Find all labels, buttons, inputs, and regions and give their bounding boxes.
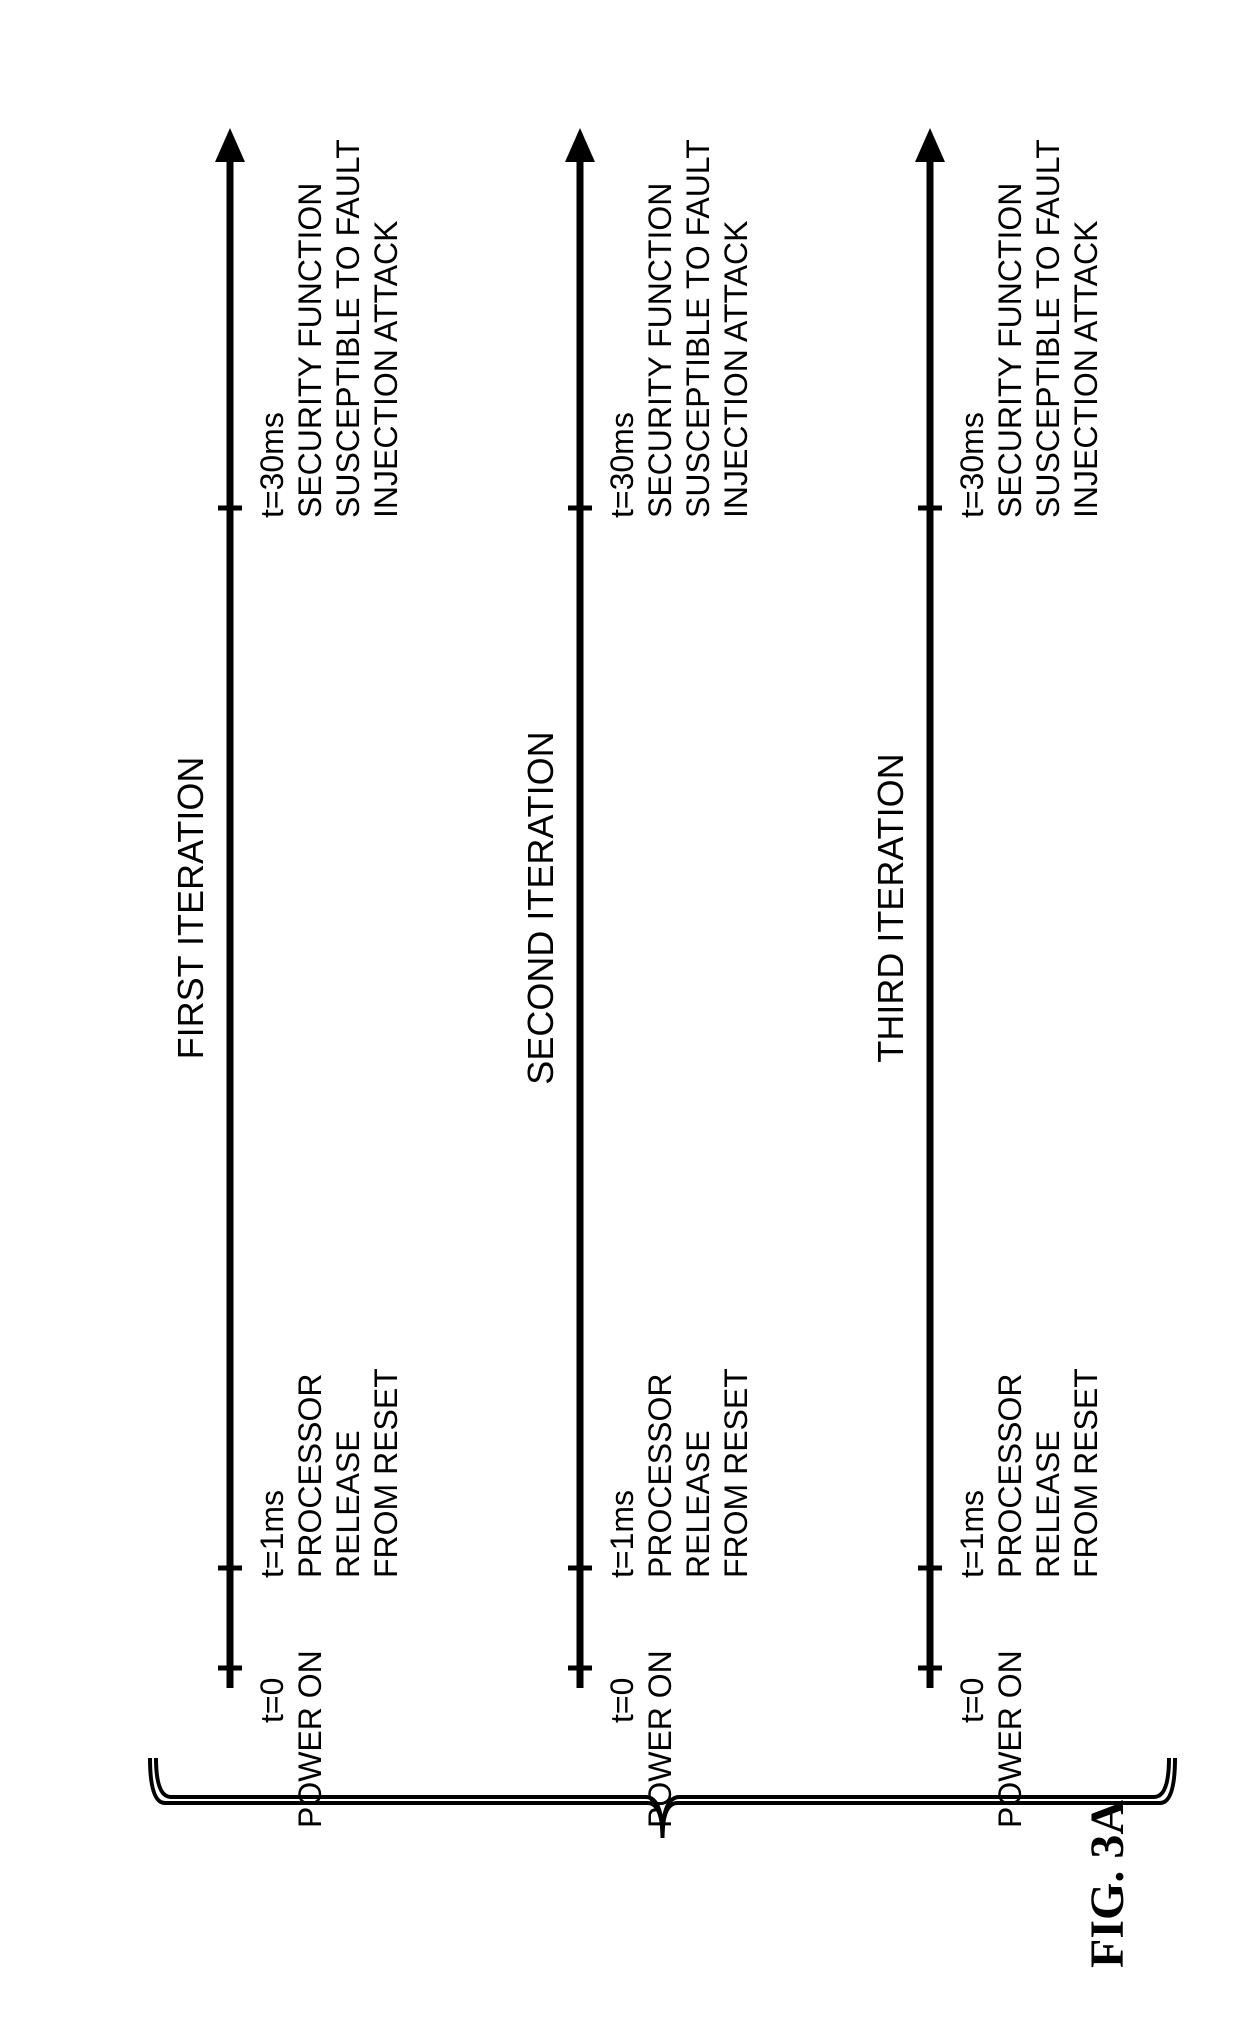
- event-label: SECURITY FUNCTION: [292, 183, 329, 518]
- event-label: FROM RESET: [368, 1368, 405, 1578]
- event-label: RELEASE: [1030, 1430, 1067, 1578]
- tick-label: t=0: [254, 1678, 291, 1723]
- timeline-0: FIRST ITERATIONt=0POWER ONt=1msPROCESSOR…: [230, 0, 530, 2028]
- iteration-title: FIRST ITERATION: [170, 708, 212, 1108]
- event-label: FROM RESET: [1068, 1368, 1105, 1578]
- tick-label: t=0: [604, 1678, 641, 1723]
- diagram-container: FIG. 3A FIRST ITERATIONt=0POWER ONt=1msP…: [0, 0, 1240, 2028]
- event-label: POWER ON: [642, 1650, 679, 1828]
- event-label: RELEASE: [680, 1430, 717, 1578]
- timeline-axis: [910, 0, 970, 2028]
- event-label: SUSCEPTIBLE TO FAULT: [680, 139, 717, 518]
- event-label: PROCESSOR: [642, 1374, 679, 1578]
- tick-label: t=1ms: [604, 1490, 641, 1578]
- tick-label: t=30ms: [254, 412, 291, 518]
- event-label: INJECTION ATTACK: [718, 221, 755, 519]
- tick-label: t=1ms: [954, 1490, 991, 1578]
- tick-label: t=0: [954, 1678, 991, 1723]
- timeline-axis: [560, 0, 620, 2028]
- event-label: POWER ON: [292, 1650, 329, 1828]
- iteration-title: THIRD ITERATION: [870, 708, 912, 1108]
- timeline-axis: [210, 0, 270, 2028]
- tick-label: t=30ms: [604, 412, 641, 518]
- event-label: PROCESSOR: [992, 1374, 1029, 1578]
- event-label: INJECTION ATTACK: [368, 221, 405, 519]
- event-label: RELEASE: [330, 1430, 367, 1578]
- event-label: PROCESSOR: [292, 1374, 329, 1578]
- timeline-1: SECOND ITERATIONt=0POWER ONt=1msPROCESSO…: [580, 0, 880, 2028]
- event-label: SUSCEPTIBLE TO FAULT: [330, 139, 367, 518]
- iteration-title: SECOND ITERATION: [520, 708, 562, 1108]
- event-label: POWER ON: [992, 1650, 1029, 1828]
- event-label: FROM RESET: [718, 1368, 755, 1578]
- timeline-2: THIRD ITERATIONt=0POWER ONt=1msPROCESSOR…: [930, 0, 1230, 2028]
- event-label: SECURITY FUNCTION: [642, 183, 679, 518]
- tick-label: t=1ms: [254, 1490, 291, 1578]
- event-label: SECURITY FUNCTION: [992, 183, 1029, 518]
- event-label: INJECTION ATTACK: [1068, 221, 1105, 519]
- tick-label: t=30ms: [954, 412, 991, 518]
- event-label: SUSCEPTIBLE TO FAULT: [1030, 139, 1067, 518]
